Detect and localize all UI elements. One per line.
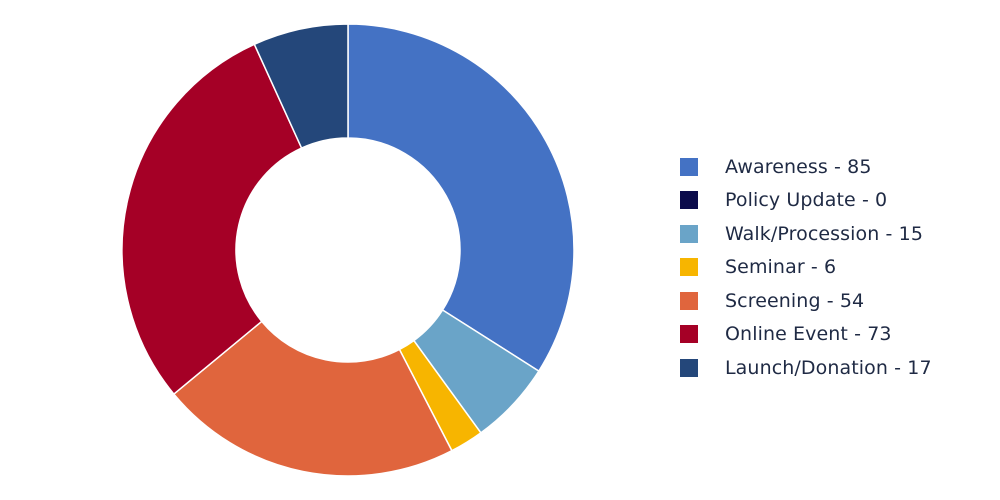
- legend-swatch: [680, 258, 698, 277]
- legend-swatch: [680, 358, 698, 377]
- legend-swatch: [680, 191, 698, 210]
- slice-launch-donation: [253, 23, 349, 150]
- legend-label: Seminar - 6: [725, 256, 837, 279]
- legend-item-policy-update: Policy Update - 0: [680, 184, 932, 218]
- slice-online-event: [121, 43, 303, 396]
- legend-label: Awareness - 85: [725, 155, 872, 178]
- slice-screening: [172, 320, 453, 477]
- legend-label: Walk/Procession - 15: [725, 222, 924, 245]
- donut-chart: [121, 23, 575, 477]
- chart-legend: Awareness - 85 Policy Update - 0 Walk/Proc…: [680, 150, 932, 385]
- legend-item-seminar: Seminar - 6: [680, 251, 932, 285]
- legend-swatch: [680, 157, 698, 176]
- legend-swatch: [680, 325, 698, 344]
- legend-label: Policy Update - 0: [725, 189, 888, 212]
- legend-label: Online Event - 73: [725, 323, 892, 346]
- legend-item-screening: Screening - 54: [680, 284, 932, 318]
- legend-label: Screening - 54: [725, 289, 865, 312]
- legend-label: Launch/Donation - 17: [725, 356, 932, 379]
- legend-item-walk-procession: Walk/Procession - 15: [680, 217, 932, 251]
- slice-awareness: [347, 23, 575, 373]
- legend-item-awareness: Awareness - 85: [680, 150, 932, 184]
- legend-swatch: [680, 224, 698, 243]
- legend-swatch: [680, 291, 698, 310]
- legend-item-online-event: Online Event - 73: [680, 318, 932, 352]
- legend-item-launch-donation: Launch/Donation - 17: [680, 351, 932, 385]
